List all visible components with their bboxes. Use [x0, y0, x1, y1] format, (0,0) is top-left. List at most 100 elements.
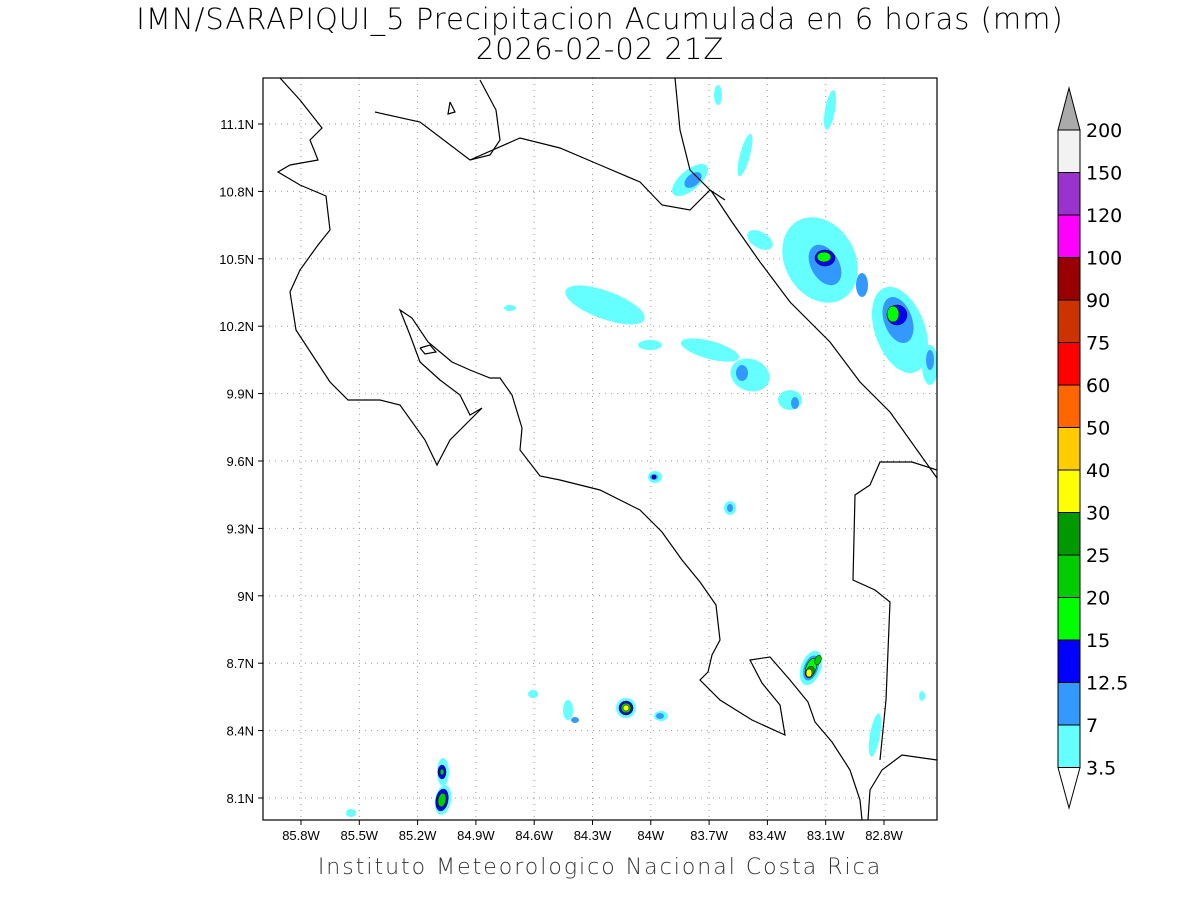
lat-tick-label: 8.7N — [227, 656, 254, 671]
lat-tick-label: 8.4N — [227, 724, 254, 739]
precip-contour — [528, 690, 538, 698]
precip-contour — [868, 713, 882, 757]
pacific-coastline — [276, 78, 863, 820]
lon-tick-label: 83.7W — [690, 828, 728, 843]
lon-tick-label: 83.1W — [807, 828, 845, 843]
lon-tick-label: 84.6W — [515, 828, 553, 843]
colorbar-swatch — [1057, 724, 1081, 768]
precip-contour — [684, 172, 702, 188]
precip-contour — [886, 305, 900, 323]
colorbar: 3.5 7 12.5 15 20 25 30 40 50 60 75 90 100 120 150 200 — [1057, 86, 1128, 810]
precip-contour — [919, 691, 925, 701]
colorbar-swatch — [1057, 512, 1081, 556]
lake-nicaragua-shore — [374, 79, 501, 161]
lat-tick-label: 9N — [237, 589, 254, 604]
colorbar-swatch — [1057, 469, 1081, 513]
colorbar-label: 50 — [1086, 418, 1110, 440]
colorbar-label: 40 — [1086, 460, 1110, 482]
colorbar-swatch — [1057, 342, 1081, 386]
colorbar-label: 75 — [1086, 333, 1110, 355]
lon-tick-label: 84.9W — [457, 828, 495, 843]
precip-contour — [736, 365, 748, 381]
colorbar-label: 7 — [1086, 715, 1098, 737]
colorbar-swatch — [1057, 384, 1081, 428]
precip-contour — [346, 809, 356, 817]
colorbar-swatch — [1057, 214, 1081, 258]
colorbar-under-triangle — [1057, 767, 1081, 810]
colorbar-swatch — [1057, 257, 1081, 301]
colorbar-over-triangle — [1057, 86, 1081, 131]
pacific-coastline-east — [867, 754, 937, 820]
colorbar-swatch — [1057, 299, 1081, 343]
title-line-1: IMN/SARAPIQUI_5 Precipitacion Acumulada … — [136, 2, 1064, 36]
lat-tick-label: 10.5N — [219, 252, 254, 267]
colorbar-label: 12.5 — [1086, 673, 1128, 695]
panama-border — [852, 461, 937, 761]
precip-contour — [805, 668, 813, 678]
lat-tick-label: 9.6N — [227, 454, 254, 469]
colorbar-label: 3.5 — [1086, 758, 1116, 780]
precip-contour — [737, 133, 753, 177]
colorbar-label: 150 — [1086, 163, 1122, 185]
lon-tick-label: 85.8W — [282, 828, 320, 843]
precip-contour — [680, 338, 740, 362]
colorbar-label: 60 — [1086, 375, 1110, 397]
precip-contour — [571, 717, 579, 723]
colorbar-label: 30 — [1086, 503, 1110, 525]
precip-contour — [926, 350, 934, 370]
lon-tick-label: 82.8W — [865, 828, 903, 843]
lon-tick-label: 84W — [637, 828, 664, 843]
colorbar-label: 15 — [1086, 630, 1110, 652]
nicaragua-border — [469, 137, 726, 211]
colorbar-swatch — [1057, 427, 1081, 471]
colorbar-swatch — [1057, 172, 1081, 216]
precip-contour — [823, 90, 837, 130]
lat-tick-label: 8.1N — [227, 791, 254, 806]
map-frame — [262, 77, 938, 821]
coastlines — [276, 78, 937, 820]
colorbar-swatch — [1057, 554, 1081, 598]
axis-ticks: 85.8W 85.5W 85.2W 84.9W 84.6W 84.3W 84W 83.7W 83… — [219, 117, 903, 843]
precip-contour — [563, 700, 573, 720]
lat-tick-label: 9.3N — [227, 521, 254, 536]
colorbar-label: 200 — [1086, 120, 1122, 142]
grid-lines — [263, 78, 937, 820]
caribbean-coastline — [674, 78, 937, 479]
precip-contour — [656, 713, 664, 719]
lat-tick-label: 10.8N — [219, 184, 254, 199]
colorbar-swatch — [1057, 129, 1081, 173]
island — [447, 101, 456, 115]
colorbar-swatch — [1057, 682, 1081, 726]
lon-tick-label: 84.3W — [574, 828, 612, 843]
precip-contour — [439, 768, 445, 776]
colorbar-swatch — [1057, 639, 1081, 683]
lon-tick-label: 85.2W — [399, 828, 437, 843]
colorbar-label: 20 — [1086, 588, 1110, 610]
precip-contour — [816, 251, 832, 263]
lat-tick-label: 10.2N — [219, 319, 254, 334]
precipitation-contours — [346, 85, 937, 817]
lon-tick-label: 83.4W — [749, 828, 787, 843]
colorbar-label: 90 — [1086, 290, 1110, 312]
title-line-2: 2026-02-02 21Z — [475, 32, 725, 66]
precip-contour — [622, 704, 630, 712]
precip-contour — [747, 230, 773, 250]
lon-tick-label: 85.5W — [341, 828, 379, 843]
precip-contour — [791, 397, 799, 409]
precip-contour — [504, 305, 516, 311]
lat-tick-label: 11.1N — [220, 117, 254, 132]
precip-contour — [814, 654, 822, 666]
colorbar-swatch — [1057, 597, 1081, 641]
precip-contour — [638, 340, 662, 350]
precip-contour — [651, 474, 657, 480]
colorbar-label: 25 — [1086, 545, 1110, 567]
precip-contour — [714, 85, 722, 105]
precip-contour — [565, 285, 645, 325]
colorbar-label: 120 — [1086, 205, 1122, 227]
lat-tick-label: 9.9N — [227, 387, 254, 402]
nicoya-island — [419, 344, 438, 355]
footer-credit: Instituto Meteorologico Nacional Costa R… — [317, 855, 883, 880]
colorbar-label: 100 — [1086, 248, 1122, 270]
